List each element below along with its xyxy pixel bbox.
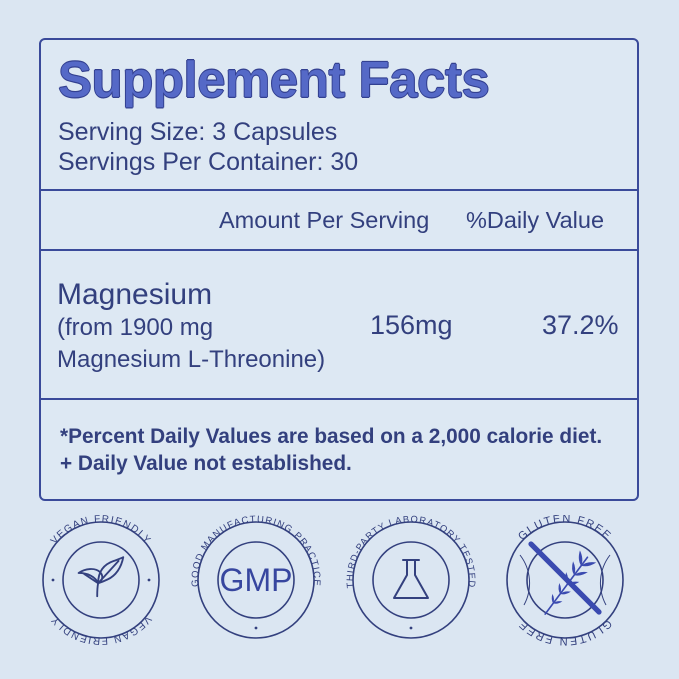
svg-text:GLUTEN FREE: GLUTEN FREE [516,515,614,543]
svg-text:GLUTEN FREE: GLUTEN FREE [516,617,614,647]
svg-text:GMP: GMP [220,562,293,598]
svg-text:THIRD-PARTY LABORATORY TESTED: THIRD-PARTY LABORATORY TESTED [345,515,477,589]
